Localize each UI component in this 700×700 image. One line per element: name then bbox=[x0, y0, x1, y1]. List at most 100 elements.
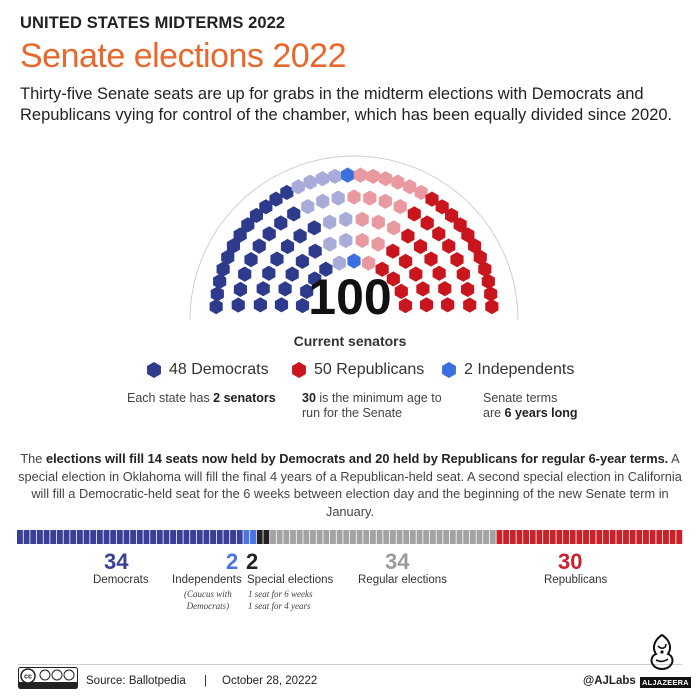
fact-minimum-age: 30 is the minimum age to run for the Sena… bbox=[302, 391, 442, 420]
seat-rep bbox=[425, 191, 439, 207]
bar-seat-regular-elections bbox=[336, 530, 343, 544]
seat-dem bbox=[331, 190, 345, 206]
bar-seat-special-elections bbox=[263, 530, 270, 544]
seat-dem bbox=[287, 206, 301, 222]
kicker: UNITED STATES MIDTERMS 2022 bbox=[20, 14, 286, 32]
bar-seat-democrats bbox=[56, 530, 63, 544]
seat-dem bbox=[332, 255, 346, 271]
bar-seat-democrats bbox=[50, 530, 57, 544]
bar-seat-regular-elections bbox=[483, 530, 490, 544]
seat-rep bbox=[414, 184, 428, 201]
hemicycle-outline bbox=[189, 155, 519, 321]
seat-dem bbox=[259, 199, 273, 215]
seat-dem bbox=[308, 243, 322, 259]
bar-seat-regular-elections bbox=[389, 530, 396, 544]
bar-seat-democrats bbox=[30, 530, 37, 544]
bar-seat-democrats bbox=[196, 530, 203, 544]
legend-republicans: 50 Republicans bbox=[290, 361, 424, 379]
seat-ind bbox=[347, 253, 361, 269]
ind-seats-label: Independents bbox=[172, 574, 242, 586]
legend-democrats: 48 Democrats bbox=[145, 361, 269, 379]
ind-seats-number: 2 bbox=[226, 549, 239, 574]
bar-seat-democrats bbox=[163, 530, 170, 544]
seat-rep bbox=[435, 199, 449, 215]
seat-dem bbox=[256, 281, 270, 297]
ind-seats-note: (Caucus with Democrats) bbox=[184, 589, 232, 611]
bar-seat-republicans bbox=[536, 530, 543, 544]
seat-rep bbox=[398, 298, 413, 314]
bar-seat-regular-elections bbox=[469, 530, 476, 544]
seat-dem bbox=[308, 271, 322, 287]
seat-dem bbox=[328, 168, 342, 184]
dem-seats-label: Democrats bbox=[93, 574, 149, 586]
seat-dem bbox=[278, 281, 292, 297]
bar-seat-democrats bbox=[36, 530, 43, 544]
hexagon-icon bbox=[442, 362, 456, 378]
bar-seat-republicans bbox=[636, 530, 643, 544]
bar-seat-republicans bbox=[623, 530, 629, 544]
seat-rep bbox=[461, 227, 475, 243]
bar-seat-republicans bbox=[643, 530, 649, 544]
regular-seats-number: 34 bbox=[385, 549, 410, 574]
seat-rep bbox=[420, 215, 434, 231]
bar-seat-regular-elections bbox=[463, 530, 470, 544]
legend-independents: 2 Independents bbox=[440, 361, 574, 379]
footer-separator: | bbox=[204, 675, 207, 687]
ajlabs-handle: @AJLabs bbox=[583, 675, 636, 687]
bar-seat-regular-elections bbox=[356, 530, 363, 544]
seat-rep bbox=[450, 252, 464, 268]
bar-seat-democrats bbox=[230, 530, 236, 544]
bar-seat-democrats bbox=[17, 530, 23, 544]
seat-rep bbox=[445, 207, 459, 224]
seat-rep bbox=[481, 273, 495, 289]
bar-seat-regular-elections bbox=[423, 530, 430, 544]
bar-seat-regular-elections bbox=[449, 530, 456, 544]
total-senators-number: 100 bbox=[308, 269, 392, 325]
seat-dem bbox=[285, 266, 299, 282]
seat-rep bbox=[473, 249, 487, 265]
seat-dem bbox=[213, 273, 227, 289]
bar-seat-democrats bbox=[103, 530, 110, 544]
total-senators-label: Current senators bbox=[293, 333, 407, 349]
bar-seat-democrats bbox=[96, 530, 103, 544]
seat-dem bbox=[226, 238, 241, 254]
bar-seat-republicans bbox=[556, 530, 563, 544]
bar-seat-republicans bbox=[523, 530, 530, 544]
seat-rep bbox=[363, 190, 377, 206]
seat-dem bbox=[280, 238, 295, 255]
creative-commons-icon: cc bbox=[18, 667, 78, 689]
seat-dem bbox=[280, 184, 294, 201]
seat-dem bbox=[252, 238, 266, 254]
legend-label: 2 Independents bbox=[464, 361, 575, 378]
bar-seat-republicans bbox=[583, 530, 589, 544]
seat-dem bbox=[262, 265, 276, 281]
aljazeera-logo-icon bbox=[650, 633, 674, 670]
seat-dem bbox=[221, 249, 235, 265]
special-seats-note: 1 seat for 6 weeks 1 seat for 4 years bbox=[248, 589, 313, 611]
seat-rep bbox=[371, 214, 385, 230]
bar-seat-regular-elections bbox=[376, 530, 383, 544]
bar-seat-democrats bbox=[70, 530, 77, 544]
svg-text:cc: cc bbox=[24, 674, 32, 681]
bar-seat-democrats bbox=[183, 530, 190, 544]
seat-rep bbox=[386, 243, 400, 259]
seat-dem bbox=[319, 261, 333, 277]
bar-seat-republicans bbox=[603, 530, 609, 544]
seat-dem bbox=[269, 191, 283, 207]
rep-seats-number: 30 bbox=[558, 549, 583, 574]
seat-rep bbox=[379, 171, 393, 187]
seat-dem bbox=[295, 298, 310, 314]
legend-label: 50 Republicans bbox=[314, 361, 425, 378]
seat-dem bbox=[233, 281, 248, 297]
seat-dem bbox=[295, 253, 309, 269]
source-text: Source: Ballotpedia bbox=[86, 675, 186, 687]
bar-seat-democrats bbox=[90, 530, 97, 544]
bar-seat-republicans bbox=[496, 530, 503, 544]
seat-ind bbox=[341, 167, 355, 183]
bar-seat-democrats bbox=[210, 530, 216, 544]
seat-rep bbox=[399, 253, 413, 269]
bar-seat-republicans bbox=[663, 530, 669, 544]
bar-seat-regular-elections bbox=[276, 530, 283, 544]
seat-rep bbox=[355, 211, 369, 227]
bar-seat-democrats bbox=[236, 530, 243, 544]
